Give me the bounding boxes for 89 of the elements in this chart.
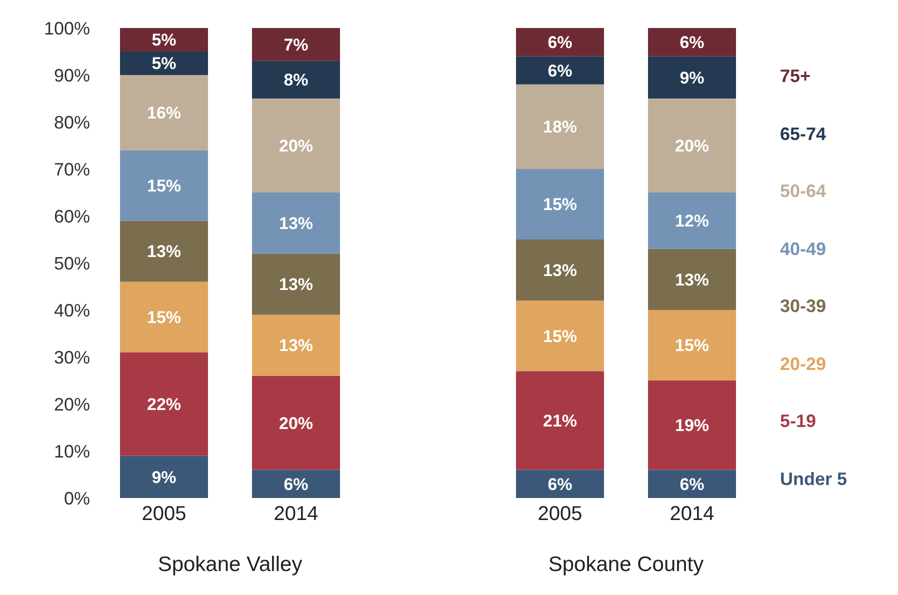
data-label: 20% bbox=[278, 136, 314, 156]
text: 50-64 bbox=[780, 180, 828, 203]
text: 20-29 bbox=[780, 352, 828, 376]
y-tick-label: 10% bbox=[54, 441, 90, 462]
y-tick-label: 40% bbox=[54, 300, 90, 320]
bar bbox=[516, 470, 604, 498]
data-label: 13% bbox=[278, 214, 314, 233]
bar bbox=[252, 98, 340, 192]
data-label: 12% bbox=[674, 212, 710, 231]
bar bbox=[648, 98, 736, 192]
y-tick-label: 50% bbox=[54, 253, 90, 274]
bar bbox=[648, 310, 736, 380]
data-label: 15% bbox=[542, 326, 578, 346]
data-label: 19% bbox=[674, 416, 710, 436]
text: Spokane County bbox=[547, 553, 705, 577]
bar bbox=[648, 28, 736, 56]
data-label: 13% bbox=[278, 336, 314, 356]
y-tick-label: 30% bbox=[54, 347, 90, 368]
data-label: 9% bbox=[152, 468, 176, 487]
bar bbox=[252, 60, 340, 98]
bar bbox=[648, 248, 736, 310]
data-label: 15% bbox=[146, 176, 182, 196]
bar bbox=[516, 240, 604, 301]
y-tick-label: 0% bbox=[64, 488, 90, 508]
bar bbox=[516, 56, 604, 84]
data-label: 5% bbox=[152, 30, 176, 50]
bar bbox=[648, 192, 736, 249]
bar bbox=[120, 75, 208, 150]
data-label: 15% bbox=[674, 336, 710, 356]
data-label: 6% bbox=[680, 33, 704, 52]
data-label: 18% bbox=[542, 118, 578, 137]
x-tick-label: 2005 bbox=[538, 503, 582, 526]
data-label: 6% bbox=[548, 33, 572, 52]
y-tick-label: 70% bbox=[54, 159, 90, 180]
bar bbox=[120, 352, 208, 456]
bar bbox=[648, 56, 736, 98]
data-label: 6% bbox=[284, 474, 308, 494]
data-label: 22% bbox=[146, 394, 182, 414]
bar bbox=[120, 28, 208, 52]
data-label: 13% bbox=[146, 242, 182, 262]
data-label: 21% bbox=[542, 411, 578, 430]
x-tick-label: 2014 bbox=[670, 503, 714, 526]
data-label: 13% bbox=[674, 270, 710, 290]
bar bbox=[120, 456, 208, 498]
bar bbox=[516, 28, 604, 56]
data-label: 15% bbox=[146, 308, 182, 327]
data-label: 20% bbox=[674, 136, 710, 156]
data-label: 6% bbox=[548, 61, 572, 80]
bar bbox=[252, 192, 340, 254]
data-label: 7% bbox=[284, 35, 308, 54]
y-tick-label: 80% bbox=[54, 112, 90, 132]
bar bbox=[252, 314, 340, 376]
bar bbox=[120, 150, 208, 221]
text: Spokane Valley bbox=[156, 553, 304, 577]
bar bbox=[516, 371, 604, 470]
text: 75+ bbox=[780, 65, 812, 88]
bar bbox=[252, 470, 340, 498]
text: 30-39 bbox=[780, 295, 828, 318]
data-label: 5% bbox=[152, 54, 176, 74]
y-tick-label: 20% bbox=[54, 394, 90, 414]
text: Under 5 bbox=[780, 468, 848, 490]
y-tick-label: 90% bbox=[54, 65, 90, 86]
data-label: 9% bbox=[680, 68, 704, 88]
data-label: 15% bbox=[542, 195, 578, 214]
y-tick-label: 100% bbox=[44, 18, 90, 38]
data-label: 6% bbox=[680, 474, 704, 494]
text: 40-49 bbox=[780, 238, 828, 260]
text: 5-19 bbox=[780, 410, 818, 433]
bar bbox=[516, 84, 604, 169]
data-label: 13% bbox=[542, 261, 578, 280]
bar bbox=[516, 169, 604, 240]
bar bbox=[252, 376, 340, 470]
bar bbox=[516, 300, 604, 372]
bar bbox=[120, 282, 208, 352]
bar bbox=[648, 470, 736, 498]
text: 65-74 bbox=[780, 122, 828, 146]
bar bbox=[252, 28, 340, 61]
data-label: 16% bbox=[146, 104, 182, 123]
bar bbox=[120, 52, 208, 75]
data-label: 13% bbox=[278, 275, 314, 294]
data-label: 20% bbox=[278, 414, 314, 433]
data-label: 8% bbox=[284, 70, 308, 90]
data-label: 6% bbox=[548, 474, 572, 494]
bar bbox=[648, 380, 736, 470]
y-tick-label: 60% bbox=[54, 206, 90, 226]
bar bbox=[252, 254, 340, 315]
x-tick-label: 2014 bbox=[274, 503, 318, 526]
x-tick-label: 2005 bbox=[142, 503, 186, 526]
bar bbox=[120, 220, 208, 282]
